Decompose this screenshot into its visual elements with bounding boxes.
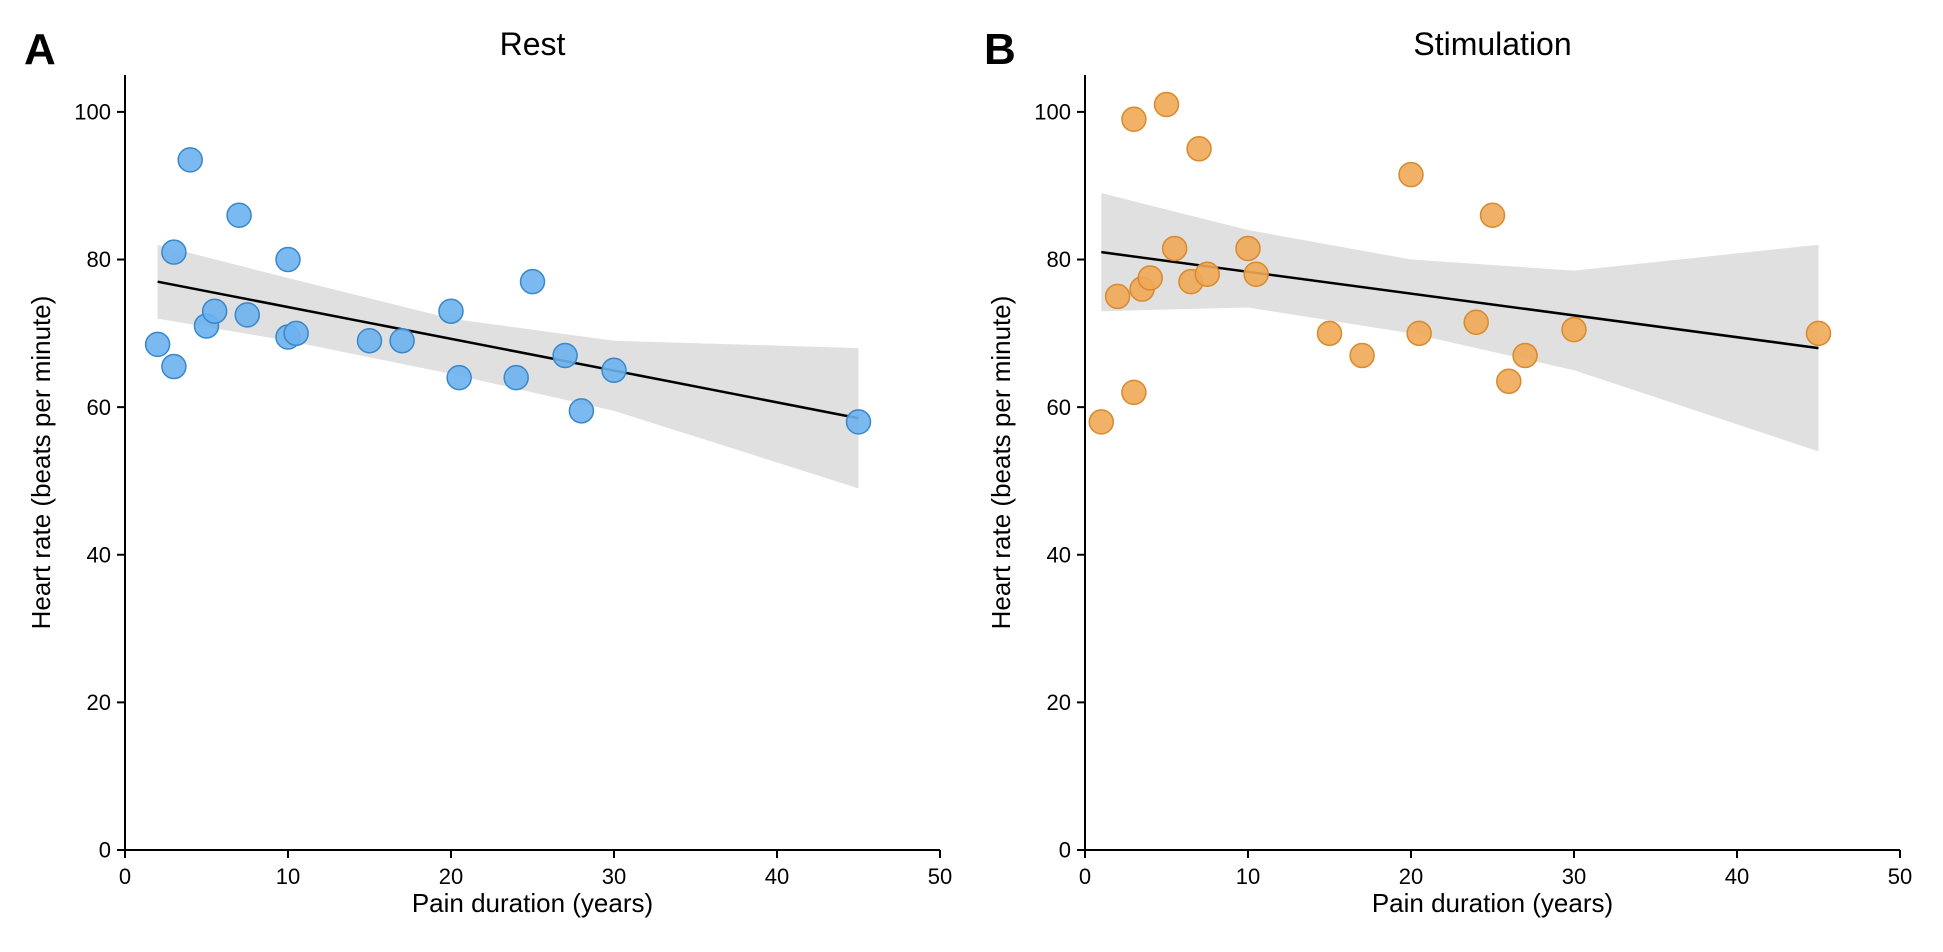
data-point <box>521 270 545 294</box>
data-point <box>439 299 463 323</box>
data-point <box>227 203 251 227</box>
data-point <box>178 148 202 172</box>
data-point <box>358 329 382 353</box>
x-tick-label: 40 <box>765 864 789 889</box>
chart-a-svg: A Rest 0 10 20 30 40 50 0 20 40 60 80 100 Pain duratio… <box>20 20 960 930</box>
y-tick-label: 80 <box>1047 247 1071 272</box>
x-tick-label: 50 <box>928 864 952 889</box>
y-tick-label: 20 <box>1047 690 1071 715</box>
data-point <box>1089 410 1113 434</box>
data-point <box>1497 369 1521 393</box>
data-point <box>162 240 186 264</box>
y-tick-label: 80 <box>87 247 111 272</box>
data-point <box>602 358 626 382</box>
data-point <box>847 410 871 434</box>
x-tick-label: 30 <box>1562 864 1586 889</box>
data-point <box>1122 107 1146 131</box>
data-point <box>1244 262 1268 286</box>
x-tick-label: 0 <box>1079 864 1091 889</box>
data-point <box>1163 236 1187 260</box>
y-tick-label: 20 <box>87 690 111 715</box>
data-point <box>1236 236 1260 260</box>
x-tick-label: 10 <box>276 864 300 889</box>
panel-letter: A <box>24 25 56 74</box>
data-point <box>1407 321 1431 345</box>
x-tick-label: 0 <box>119 864 131 889</box>
data-point <box>1106 284 1130 308</box>
data-point <box>162 355 186 379</box>
y-tick-label: 100 <box>74 100 111 125</box>
data-point <box>1481 203 1505 227</box>
data-point <box>569 399 593 423</box>
data-point <box>1195 262 1219 286</box>
data-point <box>146 332 170 356</box>
data-point <box>235 303 259 327</box>
data-point <box>504 366 528 390</box>
x-tick-label: 20 <box>1399 864 1423 889</box>
data-point <box>1350 343 1374 367</box>
data-point <box>1187 137 1211 161</box>
y-tick-label: 100 <box>1034 100 1071 125</box>
y-tick-label: 60 <box>1047 395 1071 420</box>
data-point <box>276 248 300 272</box>
figure-container: ARest01020304050020406080100Pain duratio… <box>20 20 1920 930</box>
x-tick-label: 20 <box>439 864 463 889</box>
data-point <box>203 299 227 323</box>
y-axis-label: Heart rate (beats per minute) <box>986 296 1016 630</box>
data-point <box>1318 321 1342 345</box>
x-axis-label: Pain duration (years) <box>1372 888 1613 918</box>
panel-letter: B <box>984 25 1016 74</box>
data-point <box>1155 93 1179 117</box>
x-tick-label: 40 <box>1725 864 1749 889</box>
y-tick-label: 40 <box>87 542 111 567</box>
y-tick-label: 60 <box>87 395 111 420</box>
data-point <box>553 343 577 367</box>
chart-title: Rest <box>500 26 566 62</box>
y-tick-label: 0 <box>99 838 111 863</box>
confidence-band <box>1101 193 1818 451</box>
y-tick-label: 0 <box>1059 838 1071 863</box>
confidence-band <box>158 245 859 489</box>
chart-b-svg: B Stimulation 0 10 20 30 40 50 0 20 40 60 80 100 Pain … <box>980 20 1920 930</box>
data-point <box>284 321 308 345</box>
data-point <box>390 329 414 353</box>
x-axis-label: Pain duration (years) <box>412 888 653 918</box>
data-point <box>1122 380 1146 404</box>
x-tick-label: 10 <box>1236 864 1260 889</box>
data-point <box>1513 343 1537 367</box>
data-point <box>1807 321 1831 345</box>
panel-b: B Stimulation 0 10 20 30 40 50 0 20 40 60 80 100 Pain … <box>980 20 1920 930</box>
data-point <box>447 366 471 390</box>
y-tick-label: 40 <box>1047 542 1071 567</box>
panel-a: A Rest 0 10 20 30 40 50 0 20 40 60 80 100 Pain duratio… <box>20 20 960 930</box>
chart-title: Stimulation <box>1413 26 1571 62</box>
data-point <box>1138 266 1162 290</box>
x-tick-label: 30 <box>602 864 626 889</box>
data-point <box>1464 310 1488 334</box>
x-tick-label: 50 <box>1888 864 1912 889</box>
data-point <box>1399 163 1423 187</box>
y-axis-label: Heart rate (beats per minute) <box>26 296 56 630</box>
data-point <box>1562 318 1586 342</box>
